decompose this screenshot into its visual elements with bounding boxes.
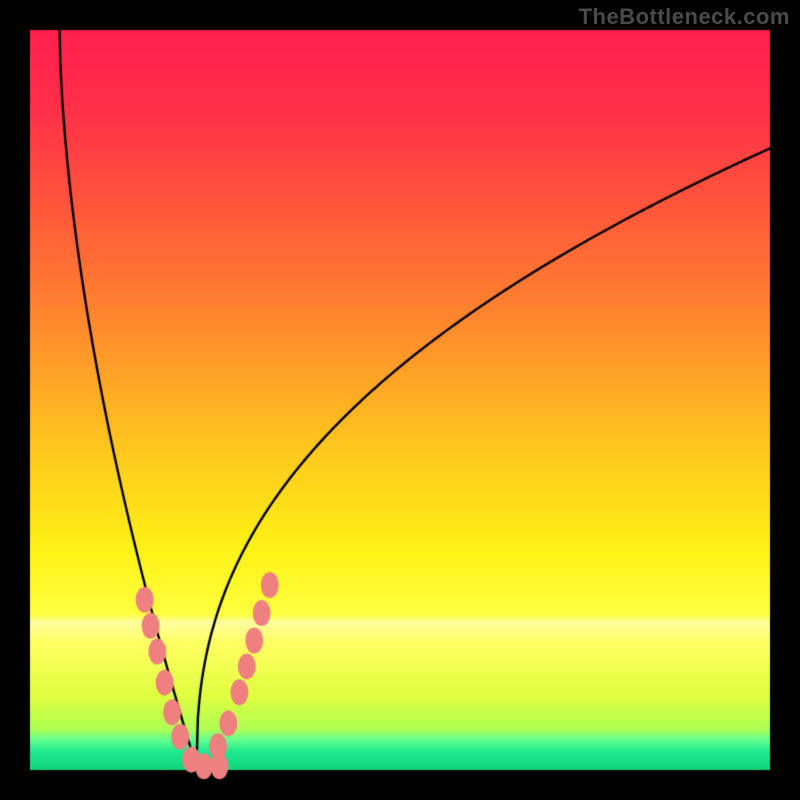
bottleneck-chart: [0, 0, 800, 800]
watermark-text: TheBottleneck.com: [579, 4, 790, 30]
